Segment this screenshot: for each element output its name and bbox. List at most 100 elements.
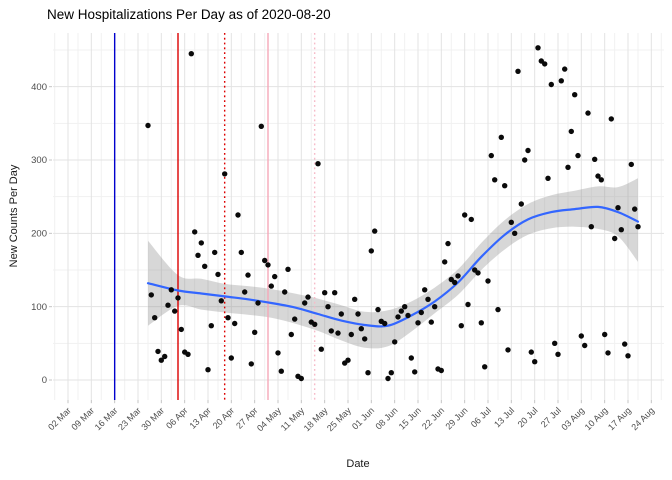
data-point bbox=[612, 235, 618, 242]
x-tick-label: 11 May bbox=[279, 405, 307, 433]
data-point bbox=[245, 272, 251, 278]
data-point bbox=[272, 273, 278, 280]
data-point bbox=[225, 315, 231, 321]
data-point bbox=[465, 301, 471, 308]
data-point bbox=[515, 68, 521, 75]
data-point bbox=[348, 331, 354, 338]
data-point bbox=[298, 375, 304, 382]
data-point bbox=[188, 51, 194, 57]
data-point bbox=[212, 249, 218, 256]
data-point bbox=[395, 314, 401, 320]
data-point bbox=[455, 273, 461, 279]
data-point bbox=[532, 359, 538, 365]
data-point bbox=[325, 304, 331, 310]
data-point bbox=[278, 368, 284, 374]
data-point bbox=[288, 331, 294, 338]
data-point bbox=[152, 315, 158, 321]
data-point bbox=[268, 283, 274, 289]
data-point bbox=[165, 302, 171, 308]
x-tick-label: 20 Apr bbox=[211, 405, 236, 430]
x-tick-label: 25 May bbox=[325, 405, 353, 433]
x-tick-label: 13 Jul bbox=[492, 405, 516, 429]
data-point bbox=[468, 216, 474, 223]
x-tick-label: 18 May bbox=[302, 405, 330, 433]
data-point bbox=[552, 340, 558, 346]
data-point bbox=[565, 164, 571, 170]
data-point bbox=[528, 349, 534, 355]
data-point bbox=[432, 304, 438, 310]
data-point bbox=[482, 364, 488, 370]
data-point bbox=[235, 212, 241, 218]
smooth-trend-line bbox=[146, 205, 640, 328]
data-point bbox=[562, 66, 568, 72]
data-point bbox=[215, 271, 221, 278]
data-point bbox=[605, 350, 611, 356]
data-point bbox=[322, 290, 328, 296]
data-point bbox=[252, 329, 258, 335]
data-point bbox=[592, 156, 598, 162]
data-point bbox=[328, 328, 334, 334]
data-point bbox=[505, 347, 511, 353]
x-tick-label: 30 Mar bbox=[139, 405, 166, 432]
data-point bbox=[362, 336, 368, 342]
data-point bbox=[222, 171, 228, 177]
data-point bbox=[275, 350, 281, 356]
x-axis-title: Date bbox=[346, 458, 370, 470]
x-tick-label: 15 Jun bbox=[397, 405, 423, 431]
data-point bbox=[202, 263, 208, 269]
data-point bbox=[575, 152, 581, 159]
data-point bbox=[442, 259, 448, 265]
scatter-points bbox=[145, 45, 641, 382]
data-point bbox=[335, 330, 341, 336]
data-point bbox=[545, 175, 551, 181]
y-axis-tick-labels: 0 100 200 300 400 bbox=[31, 82, 47, 386]
data-point bbox=[608, 116, 614, 122]
data-point bbox=[365, 370, 371, 376]
event-lines bbox=[113, 33, 316, 400]
x-tick-label: 01 Jun bbox=[350, 405, 376, 431]
data-point bbox=[548, 81, 554, 88]
data-point bbox=[542, 61, 548, 67]
data-point bbox=[585, 110, 591, 116]
x-tick-label: 13 Apr bbox=[187, 405, 212, 430]
data-point bbox=[408, 355, 414, 361]
data-point bbox=[358, 326, 364, 332]
x-tick-label: 17 Aug bbox=[606, 405, 633, 432]
data-point bbox=[258, 123, 264, 129]
data-point bbox=[428, 319, 434, 325]
data-point bbox=[555, 351, 561, 357]
data-point bbox=[218, 298, 224, 304]
data-point bbox=[588, 224, 594, 230]
data-point bbox=[332, 290, 338, 296]
data-point bbox=[145, 122, 151, 129]
y-tick-label: 100 bbox=[31, 302, 47, 313]
x-tick-label: 23 Mar bbox=[116, 405, 143, 432]
data-point bbox=[312, 321, 318, 327]
y-tick-label: 0 bbox=[42, 375, 47, 386]
data-point bbox=[228, 355, 234, 361]
data-point bbox=[412, 369, 418, 375]
data-point bbox=[318, 346, 324, 352]
data-point bbox=[628, 161, 634, 168]
data-point bbox=[175, 295, 181, 301]
data-point bbox=[578, 333, 584, 339]
x-tick-label: 22 Jun bbox=[420, 405, 446, 431]
data-point bbox=[158, 357, 164, 363]
data-point bbox=[148, 292, 154, 298]
data-point bbox=[495, 306, 501, 313]
data-point bbox=[498, 134, 504, 140]
data-point bbox=[168, 287, 174, 293]
data-point bbox=[368, 248, 374, 254]
data-point bbox=[558, 78, 564, 84]
data-point bbox=[282, 289, 288, 295]
x-tick-label: 10 Aug bbox=[583, 405, 610, 432]
data-point bbox=[632, 206, 638, 212]
data-point bbox=[425, 296, 431, 302]
data-point bbox=[502, 183, 508, 189]
data-point bbox=[355, 311, 361, 317]
data-point bbox=[595, 173, 601, 179]
data-point bbox=[618, 227, 624, 233]
chart-title: New Hospitalizations Per Day as of 2020-… bbox=[47, 7, 331, 22]
